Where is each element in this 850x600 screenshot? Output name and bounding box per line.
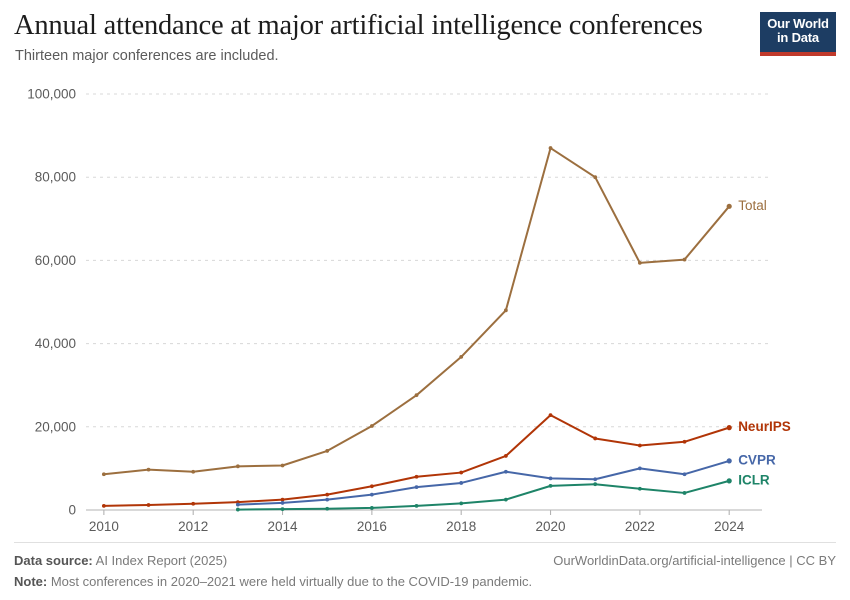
data-point-iclr-2023[interactable]: [682, 491, 687, 495]
data-point-neurips-2023[interactable]: [682, 439, 687, 444]
series-line-neurips[interactable]: [102, 414, 731, 507]
y-axis-tick-label: 20,000: [35, 419, 76, 434]
chart-header: Annual attendance at major artificial in…: [14, 10, 836, 72]
data-point-iclr-2020[interactable]: [548, 483, 553, 488]
series-line-iclr[interactable]: [236, 479, 731, 511]
series-end-marker-total[interactable]: [726, 203, 732, 209]
series-label-total[interactable]: Total: [738, 198, 767, 213]
series-line-cvpr[interactable]: [236, 459, 731, 506]
data-point-iclr-2019[interactable]: [503, 497, 508, 502]
data-point-cvpr-2016[interactable]: [369, 492, 374, 497]
chart-note-label: Note:: [14, 573, 48, 589]
data-point-total-2018[interactable]: [459, 355, 464, 359]
data-point-total-2023[interactable]: [682, 257, 687, 262]
data-point-total-2020[interactable]: [548, 146, 553, 150]
series-label-cvpr[interactable]: CVPR: [738, 452, 776, 467]
data-point-total-2022[interactable]: [637, 260, 642, 265]
data-point-total-2011[interactable]: [146, 467, 151, 472]
data-point-iclr-2021[interactable]: [593, 482, 598, 487]
data-point-iclr-2022[interactable]: [637, 486, 642, 491]
data-point-iclr-2017[interactable]: [414, 503, 419, 508]
data-point-total-2021[interactable]: [593, 175, 598, 180]
data-point-neurips-2012[interactable]: [191, 501, 196, 506]
y-axis-tick-label: 40,000: [35, 336, 76, 351]
data-point-neurips-2011[interactable]: [146, 503, 151, 507]
data-point-cvpr-2014[interactable]: [280, 501, 285, 505]
x-axis-tick-label: 2020: [536, 519, 566, 534]
x-axis-tick-label: 2012: [178, 519, 208, 534]
data-point-iclr-2018[interactable]: [459, 501, 464, 506]
chart-note-value: Most conferences in 2020–2021 were held …: [47, 573, 533, 589]
series-line-total[interactable]: [102, 147, 731, 476]
chart-footer: Data source: AI Index Report (2025) OurW…: [14, 541, 836, 592]
data-point-neurips-2019[interactable]: [503, 454, 508, 458]
x-axis-tick-label: 2022: [625, 519, 655, 534]
data-point-neurips-2017[interactable]: [414, 474, 419, 479]
x-axis-tick-label: 2014: [268, 519, 299, 534]
data-point-total-2013[interactable]: [235, 464, 240, 469]
data-point-neurips-2020[interactable]: [548, 413, 553, 418]
data-point-neurips-2018[interactable]: [459, 470, 464, 475]
data-point-iclr-2015[interactable]: [325, 506, 330, 511]
data-point-total-2019[interactable]: [503, 308, 508, 313]
data-source: Data source: AI Index Report (2025): [14, 551, 227, 571]
data-point-neurips-2022[interactable]: [637, 443, 642, 448]
data-point-total-2016[interactable]: [369, 424, 374, 428]
data-source-label: Data source:: [14, 552, 93, 568]
chart-subtitle: Thirteen major conferences are included.: [15, 47, 279, 64]
data-point-iclr-2013[interactable]: [235, 507, 240, 512]
data-point-cvpr-2019[interactable]: [503, 469, 508, 474]
chart-note: Note: Most conferences in 2020–2021 were…: [14, 572, 836, 592]
series-label-neurips[interactable]: NeurIPS: [738, 419, 791, 434]
owid-logo-line2: in Data: [777, 30, 819, 46]
data-point-cvpr-2017[interactable]: [414, 485, 419, 490]
x-axis-tick-label: 2018: [446, 519, 476, 534]
data-point-cvpr-2023[interactable]: [682, 472, 687, 477]
data-point-total-2017[interactable]: [414, 393, 419, 398]
series-label-iclr[interactable]: ICLR: [738, 472, 770, 487]
series-end-marker-iclr[interactable]: [726, 478, 732, 484]
data-point-total-2015[interactable]: [325, 449, 330, 453]
series-end-marker-neurips[interactable]: [726, 425, 732, 431]
chart-plot-area[interactable]: 0 20,000 40,000 60,000 80,000 100,000 2010 2012…: [0, 78, 850, 538]
data-point-cvpr-2013[interactable]: [235, 502, 240, 507]
line-chart[interactable]: 0 20,000 40,000 60,000 80,000 100,000 2010 2012…: [0, 78, 850, 538]
y-axis-tick-label: 60,000: [35, 253, 76, 268]
data-point-cvpr-2020[interactable]: [548, 476, 553, 481]
data-point-cvpr-2022[interactable]: [637, 466, 642, 471]
page-title: Annual attendance at major artificial in…: [14, 10, 703, 41]
data-point-iclr-2016[interactable]: [369, 506, 374, 510]
data-point-iclr-2014[interactable]: [280, 507, 285, 512]
data-point-total-2012[interactable]: [191, 469, 196, 474]
data-point-neurips-2014[interactable]: [280, 497, 285, 502]
data-point-cvpr-2018[interactable]: [459, 481, 464, 485]
y-axis-tick-label: 100,000: [27, 87, 76, 102]
data-point-total-2014[interactable]: [280, 463, 285, 468]
owid-url[interactable]: OurWorldinData.org/artificial-intelligen…: [553, 552, 836, 568]
owid-logo-line1: Our World: [767, 16, 829, 31]
y-axis-tick-label: 0: [68, 503, 76, 518]
data-point-total-2010[interactable]: [101, 472, 106, 477]
owid-logo[interactable]: Our World in Data: [760, 12, 836, 56]
data-point-neurips-2015[interactable]: [325, 492, 330, 497]
data-point-neurips-2021[interactable]: [593, 436, 598, 441]
x-axis-tick-label: 2024: [714, 519, 745, 534]
data-point-neurips-2010[interactable]: [101, 503, 106, 508]
series-end-marker-cvpr[interactable]: [726, 458, 732, 464]
data-point-neurips-2016[interactable]: [369, 484, 374, 489]
x-axis-tick-label: 2016: [357, 519, 387, 534]
data-point-cvpr-2021[interactable]: [593, 477, 598, 482]
y-axis-tick-label: 80,000: [35, 170, 76, 185]
data-source-value: AI Index Report (2025): [92, 552, 228, 568]
data-point-cvpr-2015[interactable]: [325, 497, 330, 502]
x-axis-tick-label: 2010: [89, 519, 119, 534]
